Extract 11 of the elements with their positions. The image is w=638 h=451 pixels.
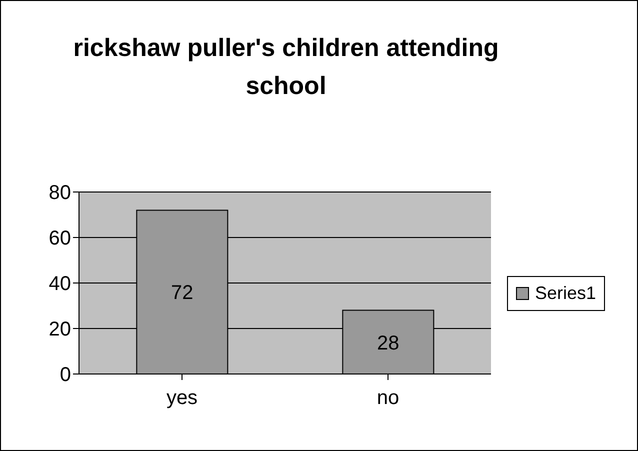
y-tick-label: 60 xyxy=(48,228,71,250)
x-tick-label: no xyxy=(376,387,400,410)
legend-label: Series1 xyxy=(535,283,596,304)
data-label: 28 xyxy=(377,332,400,354)
y-tick-label: 20 xyxy=(48,318,71,341)
chart-title: rickshaw puller's children attending school xyxy=(72,33,500,102)
data-label: 72 xyxy=(171,282,194,304)
y-tick-label: 80 xyxy=(48,182,71,204)
y-tick-label: 40 xyxy=(48,273,71,296)
y-tick-label: 0 xyxy=(60,364,71,386)
x-tick-label: yes xyxy=(166,387,198,410)
